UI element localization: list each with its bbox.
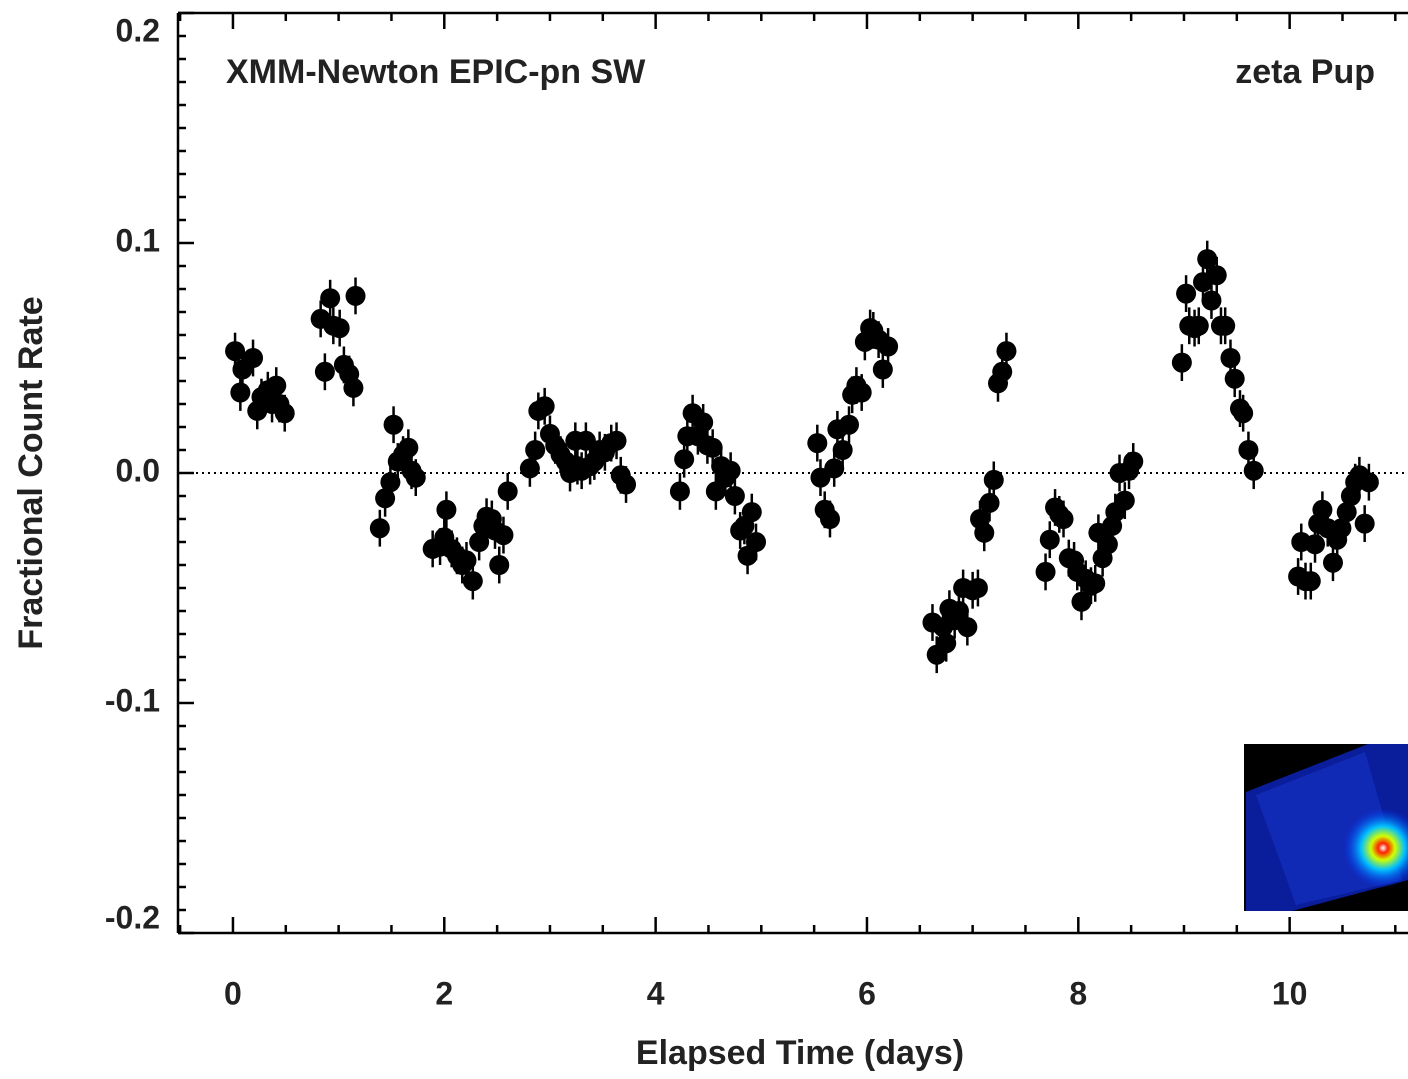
- data-point: [983, 469, 1004, 490]
- y-tick-label: 0.1: [116, 222, 160, 258]
- data-point: [1188, 315, 1209, 336]
- data-point: [525, 440, 546, 460]
- plot-area: -0.2 -0.1 0.0 0.1 0.2 0 2 4 6 8 10: [105, 11, 1408, 1011]
- data-point: [343, 377, 364, 398]
- data-point: [1224, 368, 1245, 389]
- x-tick-label: 6: [858, 975, 876, 1011]
- x-tick-label: 8: [1069, 975, 1087, 1011]
- data-point: [967, 578, 988, 598]
- data-point: [936, 633, 957, 654]
- data-point: [674, 449, 695, 470]
- data-point: [807, 433, 828, 454]
- data-point: [606, 430, 627, 451]
- data-point: [405, 467, 426, 488]
- data-point: [1053, 509, 1074, 529]
- data-point: [398, 437, 419, 458]
- data-point: [243, 348, 264, 368]
- data-point: [1123, 451, 1144, 472]
- data-point: [1035, 561, 1056, 582]
- data-point: [824, 458, 845, 479]
- data-point: [872, 359, 893, 380]
- x-tick-label: 10: [1272, 975, 1308, 1011]
- data-point: [1243, 460, 1264, 481]
- data-point: [1085, 573, 1106, 594]
- annotation: XMM-Newton EPIC-pn SW: [226, 53, 646, 91]
- data-point: [369, 518, 390, 539]
- data-point: [1201, 290, 1222, 311]
- y-tick-label: -0.1: [105, 682, 160, 718]
- y-tick-label: 0.0: [116, 452, 160, 488]
- data-point: [1206, 265, 1227, 286]
- x-axis-label: Elapsed Time (days): [636, 1034, 964, 1072]
- data-point: [702, 437, 723, 458]
- data-point: [1312, 499, 1333, 520]
- data-point: [851, 382, 872, 403]
- y-tick-label: -0.2: [105, 899, 160, 935]
- data-point: [819, 509, 840, 529]
- data-point: [534, 396, 555, 417]
- annotation: zeta Pup: [1235, 53, 1375, 91]
- data-point: [992, 361, 1013, 382]
- data-point: [832, 440, 853, 460]
- data-point: [383, 414, 404, 435]
- data-point: [274, 403, 295, 424]
- data-point: [878, 336, 899, 357]
- data-point: [1322, 552, 1343, 573]
- data-point: [1238, 440, 1259, 460]
- data-point: [345, 285, 366, 306]
- y-axis-label: Fractional Count Rate: [12, 296, 50, 649]
- data-point: [1176, 283, 1197, 304]
- data-point: [1305, 534, 1326, 555]
- data-point: [1354, 513, 1375, 534]
- x-tick-label: 4: [647, 975, 665, 1011]
- data-point: [1039, 529, 1060, 550]
- data-point: [320, 288, 341, 309]
- data-point: [266, 375, 287, 396]
- data-point: [1114, 490, 1135, 511]
- data-point: [230, 382, 251, 403]
- data-point: [1197, 249, 1218, 270]
- data-point: [493, 525, 514, 546]
- data-point: [1215, 315, 1236, 336]
- data-point: [462, 571, 483, 592]
- data-point: [720, 460, 741, 481]
- x-tick-label: 0: [224, 975, 242, 1011]
- data-point: [957, 617, 978, 638]
- data-point: [456, 550, 477, 571]
- inset-image: [1244, 744, 1408, 911]
- data-point: [979, 492, 1000, 513]
- x-tick-label: 2: [435, 975, 453, 1011]
- data-point: [1300, 571, 1321, 592]
- data-point: [996, 341, 1017, 362]
- data-point: [1233, 403, 1254, 424]
- data-point: [974, 522, 995, 543]
- data-point: [616, 474, 637, 495]
- data-point: [314, 361, 335, 382]
- data-point: [1171, 352, 1192, 373]
- y-tick-label: 0.2: [116, 12, 160, 48]
- data-point: [380, 472, 401, 493]
- data-point: [741, 502, 762, 523]
- data-point: [724, 486, 745, 506]
- data-point: [1097, 534, 1118, 555]
- data-point: [1220, 348, 1241, 368]
- data-point: [519, 458, 540, 479]
- data-point: [225, 341, 246, 362]
- data-point: [669, 481, 690, 502]
- data-point: [1358, 472, 1379, 493]
- data-point: [693, 412, 714, 433]
- data-point: [497, 481, 518, 502]
- data-point: [746, 532, 767, 552]
- data-point: [489, 555, 510, 575]
- data-point: [839, 414, 860, 435]
- data-point: [329, 318, 350, 339]
- data-point: [436, 499, 457, 520]
